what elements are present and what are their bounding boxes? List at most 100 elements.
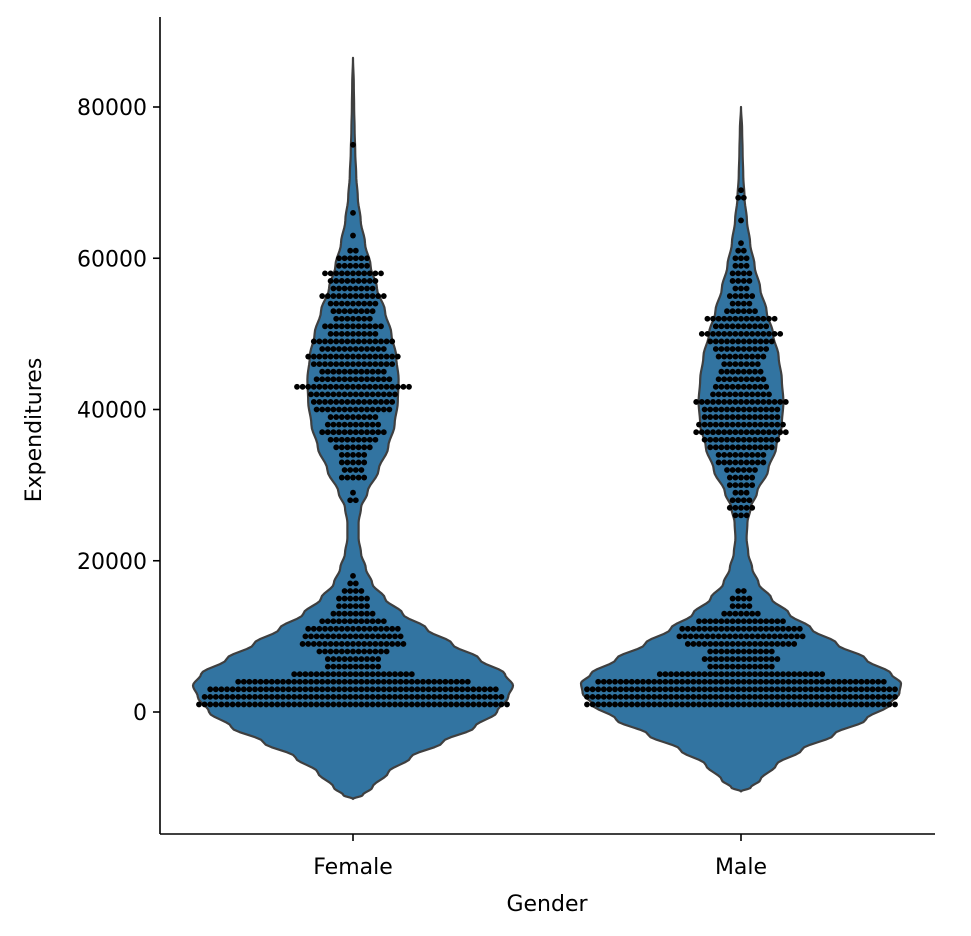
data-point: [718, 693, 725, 700]
data-point: [757, 671, 764, 678]
data-point: [196, 701, 202, 708]
data-point: [344, 451, 351, 458]
x-tick-label-male: Male: [715, 855, 767, 880]
data-point: [302, 671, 309, 678]
data-point: [375, 406, 382, 413]
data-point: [746, 595, 753, 602]
data-point: [746, 648, 753, 655]
data-point: [718, 444, 725, 451]
data-point: [459, 701, 466, 708]
data-point: [341, 633, 348, 640]
data-point: [791, 678, 798, 685]
data-point: [640, 693, 646, 700]
data-point: [740, 414, 747, 420]
data-point: [676, 633, 683, 640]
data-point: [338, 414, 345, 420]
data-point: [735, 693, 742, 700]
data-point: [732, 391, 739, 398]
data-point: [464, 693, 471, 700]
data-point: [852, 686, 859, 693]
data-point: [796, 686, 803, 693]
data-point: [355, 399, 362, 405]
data-point: [341, 429, 348, 436]
data-point: [361, 414, 368, 420]
data-point: [330, 391, 337, 398]
data-point: [347, 580, 354, 587]
axes: [159, 17, 935, 835]
data-point: [726, 376, 733, 383]
data-point: [344, 625, 351, 632]
swarm-female: [196, 141, 510, 708]
data-point: [651, 686, 658, 693]
data-point: [886, 686, 893, 693]
data-point: [408, 693, 415, 700]
data-point: [729, 323, 736, 330]
data-point: [869, 701, 876, 708]
data-point: [746, 497, 753, 504]
data-point: [712, 693, 719, 700]
data-point: [408, 701, 415, 708]
data-point: [341, 588, 348, 594]
data-point: [358, 595, 365, 602]
data-point: [738, 489, 744, 496]
data-point: [819, 686, 826, 693]
data-point: [375, 701, 382, 708]
data-point: [218, 693, 225, 700]
data-point: [668, 701, 674, 708]
data-point: [721, 391, 728, 398]
data-point: [344, 399, 351, 405]
data-point: [740, 346, 747, 352]
data-point: [389, 353, 396, 360]
data-point: [623, 678, 630, 685]
data-point: [338, 641, 345, 647]
data-point: [724, 671, 730, 678]
data-point: [364, 421, 370, 428]
data-point: [796, 678, 803, 685]
data-point: [852, 693, 859, 700]
data-point: [330, 293, 337, 299]
data-point: [366, 625, 373, 632]
data-point: [796, 671, 803, 678]
data-point: [347, 262, 354, 269]
data-point: [763, 678, 770, 685]
data-point: [392, 701, 398, 708]
data-point: [347, 633, 354, 640]
data-point: [656, 701, 663, 708]
data-point: [352, 633, 359, 640]
data-point: [464, 678, 471, 685]
data-point: [235, 693, 242, 700]
data-point: [341, 663, 348, 670]
data-point: [729, 338, 736, 345]
data-point: [324, 693, 331, 700]
data-point: [729, 641, 736, 647]
data-point: [431, 701, 438, 708]
data-point: [257, 693, 264, 700]
data-point: [380, 368, 387, 375]
data-point: [760, 376, 767, 383]
data-point: [718, 323, 725, 330]
data-point: [319, 346, 326, 352]
data-point: [378, 625, 384, 632]
data-point: [352, 678, 359, 685]
data-point: [768, 671, 775, 678]
data-point: [397, 633, 404, 640]
data-point: [355, 361, 362, 368]
data-point: [358, 346, 365, 352]
data-point: [369, 671, 376, 678]
data-point: [754, 459, 761, 466]
data-point: [740, 444, 747, 451]
data-point: [201, 701, 208, 708]
data-point: [880, 693, 887, 700]
data-point: [712, 686, 719, 693]
data-point: [246, 678, 253, 685]
data-point: [344, 436, 351, 443]
data-point: [696, 641, 702, 647]
data-point: [735, 194, 742, 201]
data-point: [333, 399, 340, 405]
data-point: [352, 391, 359, 398]
data-point: [763, 383, 770, 390]
data-point: [324, 678, 331, 685]
data-point: [768, 414, 775, 420]
data-point: [347, 467, 354, 473]
data-point: [364, 262, 370, 269]
